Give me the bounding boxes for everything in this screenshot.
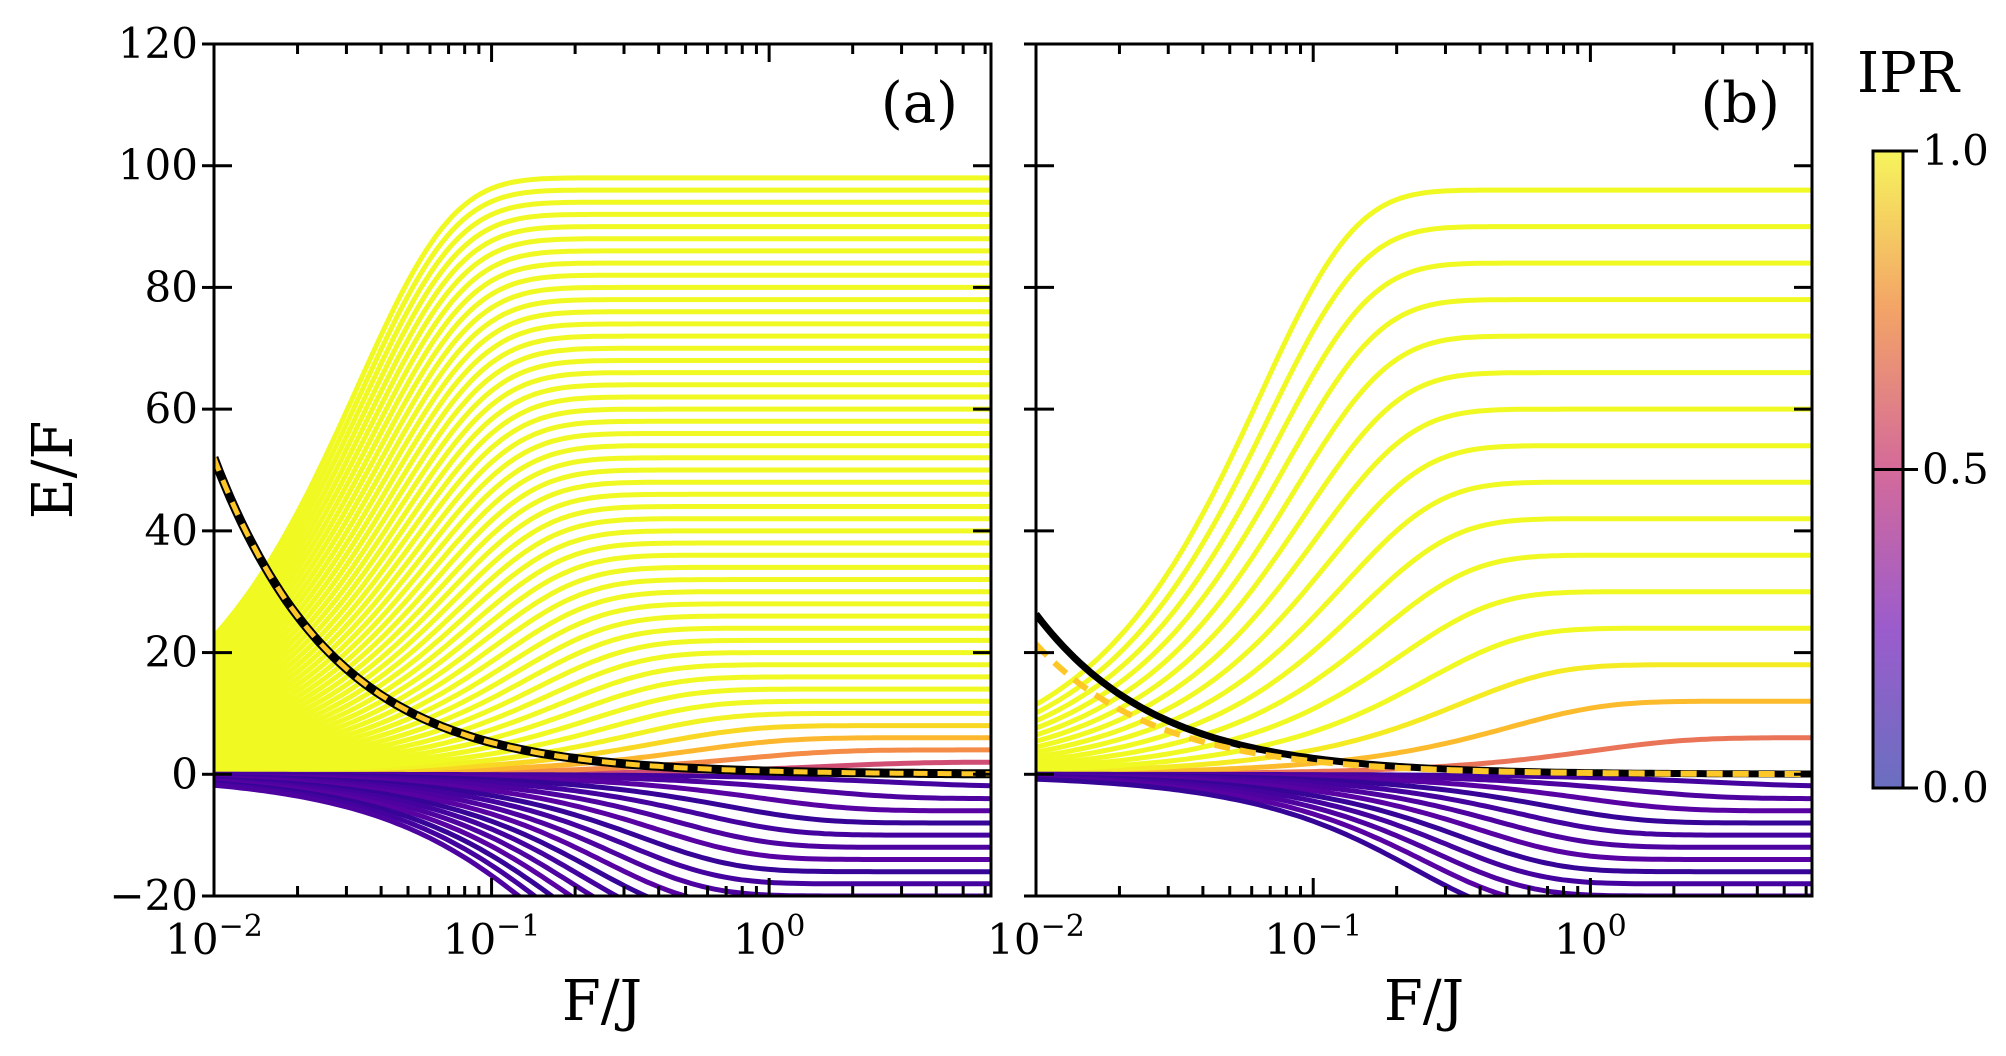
panel-b-negative-level-12 xyxy=(1036,776,1474,896)
panel-b-ladder-level-3 xyxy=(1036,662,1812,775)
panel-b-ticks: 10−2 10−1 100 xyxy=(987,42,1812,964)
panel-a-ladder-level-10 xyxy=(214,650,991,771)
panel-a: −20 0 20 40 60 80 100 120 10−2 10−1 100 (a) F/J E/… xyxy=(21,19,993,1034)
panel-b-ladder-level-14 xyxy=(1036,260,1812,724)
panel-a-ladder-level-42 xyxy=(214,260,991,675)
panel-a-ladder-level-17 xyxy=(214,564,991,760)
panel-a-ladder-level-7 xyxy=(214,686,991,774)
panel-a-ladder-level-49 xyxy=(214,175,991,639)
ytick-label: 80 xyxy=(145,262,198,311)
panel-a-ladder-level-41 xyxy=(214,272,991,680)
panel-a-ladder-level-13 xyxy=(214,613,991,767)
panel-a-ladder-level-48 xyxy=(214,187,991,645)
panel-a-xtick-label: 10−1 xyxy=(443,909,541,964)
panel-a-negative-level-14 xyxy=(214,778,597,896)
panel-a-ladder-level-40 xyxy=(214,284,991,685)
colorbar: IPR 0.0 0.5 1.0 xyxy=(1857,41,1989,812)
panel-a-xlabel: F/J xyxy=(562,969,642,1034)
panel-b-ladder-level-15 xyxy=(1036,224,1812,716)
panel-a-ladder-level-23 xyxy=(214,491,991,746)
ytick-label: 120 xyxy=(118,19,198,68)
panel-a-ladder-level-38 xyxy=(214,309,991,694)
ytick-label: 20 xyxy=(145,628,198,677)
panel-b-ladder-level-8 xyxy=(1036,479,1812,760)
panel-b-xtick-label: 10−1 xyxy=(1264,909,1362,964)
ytick-label: 0 xyxy=(171,749,198,798)
panel-a-label: (a) xyxy=(881,71,958,136)
colorbar-tick-label: 0.0 xyxy=(1922,763,1989,812)
panel-b-ladder-level-7 xyxy=(1036,516,1812,764)
panel-b-ladder-level-9 xyxy=(1036,443,1812,755)
panel-a-ladder-level-14 xyxy=(214,601,991,766)
panel-a-ladder-level-15 xyxy=(214,589,991,764)
panel-b-plot-area xyxy=(1036,187,1812,896)
panel-b-xtick-label: 10−2 xyxy=(987,909,1085,964)
panel-b-ladder-level-16 xyxy=(1036,187,1812,707)
ytick-label: −20 xyxy=(109,871,198,920)
panel-b-label: (b) xyxy=(1700,71,1780,136)
panel-a-ladder-level-39 xyxy=(214,297,991,689)
panel-a-negative-level-15 xyxy=(214,779,576,896)
panel-a-band-edge-dashed xyxy=(214,456,991,777)
panel-a-ladder-level-16 xyxy=(214,577,991,762)
panel-b-frame xyxy=(1034,42,1814,898)
colorbar-title: IPR xyxy=(1857,41,1961,106)
panel-b-ladder-level-12 xyxy=(1036,333,1812,738)
panel-a-ladder-level-32 xyxy=(214,382,991,718)
panel-a-ladder-level-21 xyxy=(214,516,991,752)
panel-a-ladder-level-43 xyxy=(214,248,991,671)
ytick-label: 40 xyxy=(145,506,198,555)
ytick-label: 60 xyxy=(145,384,198,433)
panel-b-ladder-level-11 xyxy=(1036,370,1812,744)
panel-a-ladder-level-9 xyxy=(214,662,991,772)
panel-a-ladder-level-45 xyxy=(214,224,991,661)
panel-a-ladder-level-31 xyxy=(214,394,991,721)
panel-a-xtick-label: 100 xyxy=(733,909,806,964)
panel-a-ladder-level-22 xyxy=(214,504,991,749)
panel-a-plot-area xyxy=(214,175,991,896)
panel-a-ladder-level-12 xyxy=(214,625,991,769)
panel-a-ladder-level-27 xyxy=(214,443,991,735)
panel-a-negative-level-13 xyxy=(214,777,622,896)
y-axis-label: E/F xyxy=(21,421,86,520)
panel-b-band-edge-dashed xyxy=(1036,642,1812,778)
panel-a-ladder-level-44 xyxy=(214,236,991,666)
panel-a-negative-level-18 xyxy=(214,782,523,896)
panel-a-negative-level-16 xyxy=(214,780,557,896)
panel-a-xtick-label: 10−2 xyxy=(165,909,263,964)
panel-b-ladder-level-5 xyxy=(1036,589,1812,770)
panel-b-xlabel: F/J xyxy=(1384,969,1464,1034)
panel-b-ladder-level-10 xyxy=(1036,406,1812,750)
panel-a-ladder-level-36 xyxy=(214,333,991,702)
panel-a-ladder-level-47 xyxy=(214,199,991,650)
panel-a-ladder-level-46 xyxy=(214,211,991,655)
panel-a-ladder-level-30 xyxy=(214,406,991,725)
panel-a-ladder-level-19 xyxy=(214,540,991,756)
panel-b-ladder-level-6 xyxy=(1036,552,1812,767)
panel-a-ladder-level-34 xyxy=(214,358,991,710)
panel-a-ladder-level-18 xyxy=(214,552,991,758)
colorbar-tick-label: 1.0 xyxy=(1922,126,1989,175)
panel-a-ladder-level-8 xyxy=(214,674,991,773)
panel-b: 10−2 10−1 100 (b) F/J xyxy=(987,42,1814,1034)
colorbar-tick-label: 0.5 xyxy=(1922,445,1989,494)
panel-a-ladder-level-11 xyxy=(214,637,991,770)
panel-a-ladder-level-35 xyxy=(214,345,991,706)
panel-a-ladder-level-28 xyxy=(214,431,991,732)
panel-b-xtick-label: 100 xyxy=(1554,909,1627,964)
ytick-label: 100 xyxy=(118,141,198,190)
panel-a-ladder-level-37 xyxy=(214,321,991,698)
colorbar-ticks: 0.0 0.5 1.0 xyxy=(1873,126,1989,812)
panel-a-ladder-level-24 xyxy=(214,479,991,744)
panel-b-ladder-level-13 xyxy=(1036,297,1812,731)
panel-a-ladder-level-29 xyxy=(214,418,991,728)
panel-a-frame xyxy=(212,42,993,898)
panel-a-ladder-level-33 xyxy=(214,370,991,714)
panel-a-ladder-level-20 xyxy=(214,528,991,754)
panel-b-ladder-level-2 xyxy=(1036,698,1812,776)
panel-b-ladder-level-4 xyxy=(1036,625,1812,773)
panel-a-negative-level-17 xyxy=(214,781,539,896)
panel-a-ticks: −20 0 20 40 60 80 100 120 10−2 10−1 100 xyxy=(109,19,991,964)
